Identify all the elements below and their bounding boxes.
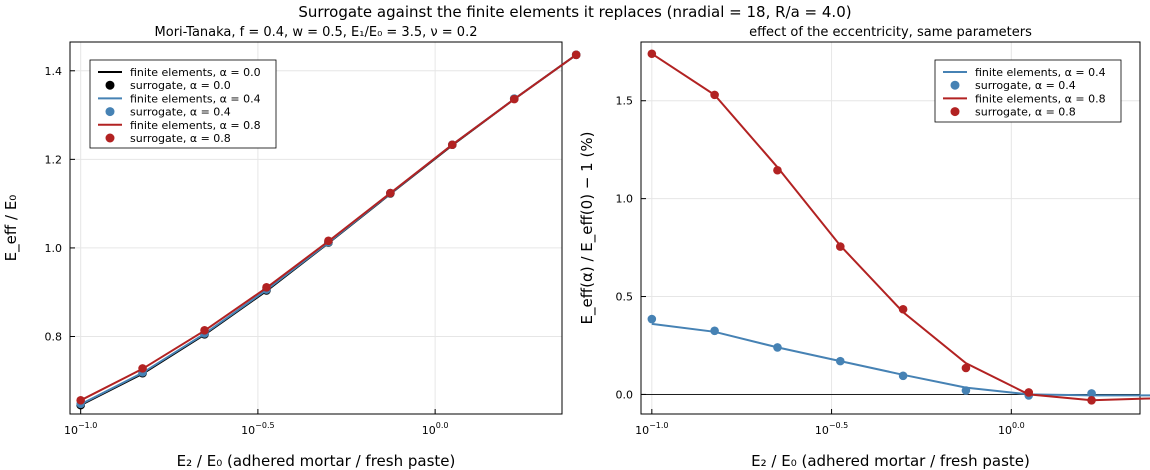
left-chart-legend-swatch-5: [105, 133, 115, 143]
left-chart-frame: [69, 41, 563, 415]
right-chart-series-3-point-2: [773, 165, 782, 175]
right-chart-series-1: [647, 314, 1096, 400]
left-chart-legend-swatch-3: [105, 107, 115, 117]
right-chart-ytick-label-0: 0.0: [616, 388, 634, 401]
figure-suptitle: Surrogate against the finite elements it…: [298, 3, 851, 21]
left-chart-legend-swatch-1: [105, 80, 115, 90]
left-chart-legend-box: [89, 59, 277, 149]
right-chart-legend-label-3: surrogate, α = 0.8: [975, 106, 1076, 119]
left-chart-xlabel: E₂ / E₀ (adhered mortar / fresh paste): [177, 452, 456, 470]
right-chart-legend-label-2: finite elements, α = 0.8: [975, 92, 1106, 105]
left-chart-ytick-label-1: 1.0: [45, 242, 63, 255]
right-chart-series-3-point-3: [835, 242, 845, 251]
right-chart-xtick-exponent-0: −1.0: [649, 421, 668, 430]
left-chart-series-5: [76, 50, 581, 405]
right-chart-series-3-point-0: [647, 49, 657, 59]
right-chart-series-3-point-1: [710, 90, 719, 100]
left-chart-xtick-label-1: 10−0.5: [241, 421, 274, 437]
left-chart-series-5-point-1: [138, 364, 147, 373]
left-chart-legend-label-4: finite elements, α = 0.8: [130, 119, 261, 132]
right-chart-series-3: [647, 49, 1096, 405]
right-chart-series-3-point-6: [1024, 388, 1034, 397]
right-chart-xtick-exponent-2: 0.0: [1012, 421, 1025, 430]
left-chart-xtick-label-0: 10−1.0: [64, 421, 97, 437]
left-chart-series-5-point-4: [324, 236, 333, 246]
right-chart-legend-box: [934, 59, 1122, 123]
right-chart-ytick-label-2: 1.0: [616, 193, 634, 206]
left-chart-xtick-exponent-0: −1.0: [78, 421, 97, 430]
right-chart-xtick-label-2: 100.0: [998, 421, 1025, 437]
left-chart-series-5-point-7: [509, 94, 519, 104]
right-chart-ytick-label-3: 1.5: [616, 95, 634, 108]
right-chart-xtick-exponent-1: −0.5: [829, 421, 848, 430]
right-chart-legend-label-1: surrogate, α = 0.4: [975, 79, 1076, 92]
right-chart-legend-swatch-1: [950, 80, 960, 90]
left-chart-series-5-point-5: [386, 188, 395, 198]
left-chart-ytick-label-3: 1.4: [45, 65, 63, 78]
left-chart-series-5-point-3: [262, 283, 271, 292]
left-chart-series-5-point-6: [447, 140, 457, 150]
left-chart-xtick-label-2: 100.0: [422, 421, 449, 437]
right-chart-frame: [640, 41, 1141, 415]
left-chart-xtick-exponent-2: 0.0: [436, 421, 449, 430]
right-chart-xtick-label-1: 10−0.5: [815, 421, 848, 437]
right-chart-ylabel: E_eff(α) / E_eff(0) − 1 (%): [578, 132, 597, 325]
left-chart-series-5-point-2: [200, 326, 209, 335]
right-chart-series-0-line: [651, 322, 1150, 397]
left-chart-legend-label-1: surrogate, α = 0.0: [130, 79, 231, 92]
left-chart-ylabel: E_eff / E₀: [2, 195, 21, 262]
left-chart-series-5-point-8: [571, 50, 581, 60]
right-chart-legend-label-0: finite elements, α = 0.4: [975, 66, 1106, 79]
right-chart-series-1-point-3: [835, 356, 845, 366]
left-chart-ytick-label-0: 0.8: [45, 331, 63, 344]
right-chart-panel: effect of the eccentricity, same paramet…: [578, 25, 1150, 470]
right-chart-series-1-point-7: [1087, 389, 1096, 398]
right-chart-xtick-label-0: 10−1.0: [635, 421, 668, 437]
left-chart-xtick-exponent-1: −0.5: [255, 421, 274, 430]
left-chart-legend-label-2: finite elements, α = 0.4: [130, 92, 261, 105]
right-chart-series-1-point-4: [898, 371, 908, 381]
right-chart-series-1-point-0: [647, 314, 657, 324]
right-chart-series-3-point-4: [898, 304, 908, 314]
left-chart-legend-label-0: finite elements, α = 0.0: [130, 66, 261, 79]
right-chart-series-0: [651, 322, 1150, 397]
right-chart-ytick-label-1: 0.5: [616, 291, 634, 304]
left-chart-ytick-label-2: 1.2: [45, 153, 63, 166]
left-chart-title: Mori-Tanaka, f = 0.4, w = 0.5, E₁/E₀ = 3…: [155, 25, 478, 40]
left-chart-legend-label-3: surrogate, α = 0.4: [130, 106, 231, 119]
right-chart-series-1-point-5: [961, 386, 971, 395]
right-chart-series-3-point-7: [1087, 395, 1096, 405]
right-chart-series-3-point-5: [961, 363, 971, 373]
left-chart-series-5-point-0: [76, 395, 85, 405]
right-chart-xlabel: E₂ / E₀ (adhered mortar / fresh paste): [751, 452, 1030, 470]
right-chart-legend-swatch-3: [950, 107, 960, 117]
right-chart-series-1-point-1: [710, 326, 719, 336]
left-chart-panel: Mori-Tanaka, f = 0.4, w = 0.5, E₁/E₀ = 3…: [2, 25, 581, 470]
right-chart-title: effect of the eccentricity, same paramet…: [749, 25, 1032, 40]
left-chart-legend-label-5: surrogate, α = 0.8: [130, 132, 231, 145]
right-chart-series-1-point-2: [773, 343, 782, 352]
